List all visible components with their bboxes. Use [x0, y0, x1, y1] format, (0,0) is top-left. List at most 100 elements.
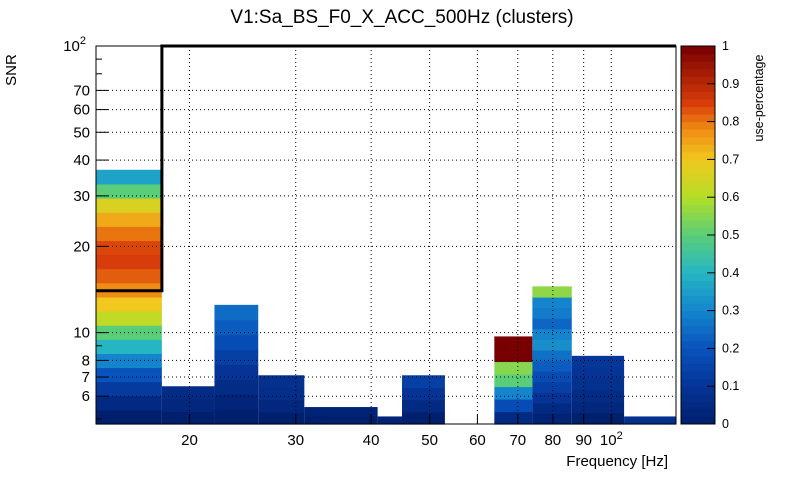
- colorbar-swatch: [681, 386, 715, 395]
- heatmap-cell: [532, 328, 572, 340]
- colorbar-swatch: [681, 144, 715, 153]
- heatmap-cell: [258, 387, 305, 401]
- heatmap-cell: [532, 392, 572, 404]
- colorbar-swatch: [681, 227, 715, 236]
- heatmap-cell: [161, 398, 215, 413]
- colorbar-swatch: [681, 363, 715, 372]
- x-tick-label: 102: [600, 430, 623, 449]
- heatmap-cell: [96, 268, 162, 284]
- heatmap-cell: [571, 367, 625, 380]
- heatmap-cell: [532, 413, 572, 425]
- colorbar-swatch: [681, 393, 715, 402]
- heatmap-cell: [161, 386, 215, 400]
- colorbar-swatch: [681, 371, 715, 380]
- heatmap-cell: [96, 395, 162, 411]
- colorbar-swatch: [681, 129, 715, 138]
- colorbar-swatch: [681, 355, 715, 365]
- colorbar-tick-label: 0.3: [722, 304, 739, 318]
- colorbar-swatch: [681, 310, 715, 319]
- colorbar-swatch: [681, 408, 715, 417]
- heatmap-cell: [494, 336, 533, 350]
- x-tick-label: 90: [575, 432, 592, 449]
- x-tick-label: 70: [509, 432, 526, 449]
- heatmap-cell: [402, 375, 445, 389]
- colorbar-tick-label: 0.7: [722, 152, 739, 166]
- heatmap-cell: [214, 304, 259, 321]
- heatmap-cell: [96, 409, 162, 425]
- colorbar-tick-label: 0.8: [722, 115, 739, 129]
- heatmap-cell: [532, 349, 572, 362]
- y-tick-label: 8: [82, 352, 90, 369]
- x-tick-label: 50: [421, 432, 438, 449]
- heatmap-cell: [494, 361, 533, 375]
- colorbar-swatch: [681, 197, 715, 206]
- heatmap-cell: [214, 334, 259, 351]
- colorbar-swatch: [681, 46, 715, 55]
- heatmap-cell: [96, 212, 162, 227]
- colorbar-tick-label: 1: [722, 39, 729, 53]
- colorbar-swatch: [681, 91, 715, 100]
- colorbar-swatch: [681, 174, 715, 183]
- heatmap-cell: [96, 381, 162, 397]
- x-tick-label: 80: [544, 432, 561, 449]
- heatmap-cell: [304, 415, 378, 425]
- heatmap-cell: [532, 318, 572, 330]
- heatmap-cell: [402, 399, 445, 413]
- colorbar-swatch: [681, 295, 715, 304]
- y-tick-label: 30: [73, 188, 90, 205]
- colorbar-swatch: [681, 416, 715, 425]
- heatmap-cell: [532, 381, 572, 393]
- heatmap-cell: [258, 375, 305, 389]
- heatmap-cell: [402, 411, 445, 425]
- colorbar-swatch: [681, 204, 715, 213]
- colorbar-swatch: [681, 212, 715, 221]
- colorbar-tick-label: 0: [722, 417, 729, 431]
- heatmap-cell: [532, 286, 572, 298]
- colorbar-swatch: [681, 189, 715, 198]
- colorbar-tick-label: 0.1: [722, 379, 739, 393]
- colorbar-swatch: [681, 287, 715, 296]
- y-tick-label: 60: [73, 102, 90, 119]
- heatmap-cell: [96, 254, 162, 270]
- colorbar-swatch: [681, 318, 715, 327]
- plot-frame: [95, 45, 677, 425]
- colorbar-swatch: [681, 114, 715, 123]
- y-tick-label: 7: [82, 369, 90, 386]
- y-tick-label: 6: [82, 388, 90, 405]
- y-tick-label: 10: [73, 325, 90, 342]
- colorbar-tick-label: 0.6: [722, 190, 739, 204]
- heatmap-cell: [494, 373, 533, 388]
- heatmap-cell: [96, 296, 162, 312]
- heatmap-cell: [96, 240, 162, 256]
- heatmap-cell: [571, 412, 625, 425]
- heatmap-cell: [571, 378, 625, 391]
- colorbar-swatch: [681, 151, 715, 160]
- colorbar-swatch: [681, 98, 715, 107]
- plot-border: [95, 45, 677, 425]
- colorbar-swatch: [681, 83, 715, 92]
- y-axis-label: SNR: [3, 54, 20, 86]
- x-tick-label: 60: [469, 432, 486, 449]
- colorbar-swatch: [681, 280, 715, 289]
- threshold-line-group: [96, 44, 676, 293]
- heatmap-cell: [532, 307, 572, 319]
- heatmap-cell: [214, 349, 259, 366]
- y-tick-label: 102: [63, 35, 86, 55]
- heatmap-cell: [96, 226, 162, 241]
- y-tick-label: 70: [73, 82, 90, 99]
- colorbar-swatch: [681, 272, 715, 281]
- colorbar-swatch: [681, 219, 715, 228]
- heatmap-cell: [532, 339, 572, 351]
- colorbar-swatch: [681, 182, 715, 191]
- heatmap-cells: [96, 169, 676, 425]
- colorbar: 0 0.1 0.2 0.3 0.4 0.5 0.6 0.7 0.8 0.9 1: [680, 39, 739, 431]
- heatmap-cell: [377, 416, 403, 425]
- heatmap-cell: [214, 364, 259, 380]
- x-tick-label: 40: [363, 432, 380, 449]
- colorbar-swatch: [681, 401, 715, 410]
- x-tick-label: 30: [287, 432, 304, 449]
- colorbar-swatch: [681, 136, 715, 145]
- heatmap-cell: [532, 360, 572, 372]
